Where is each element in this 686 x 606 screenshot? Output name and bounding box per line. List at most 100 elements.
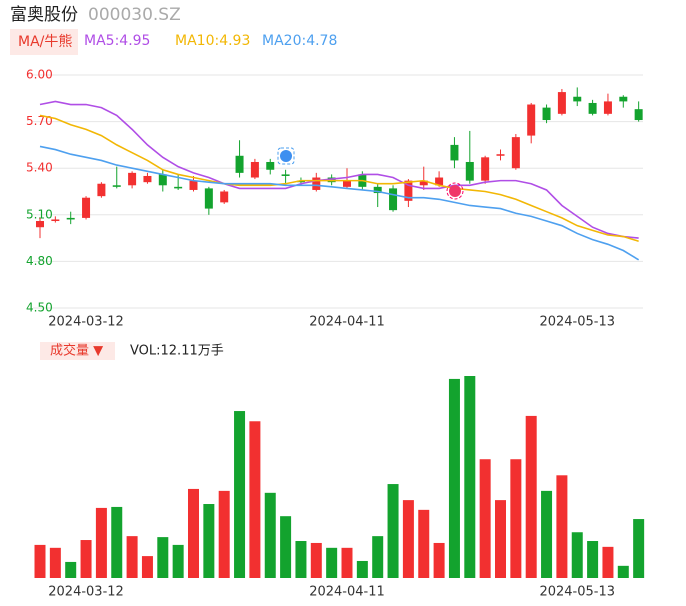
candle-body xyxy=(112,185,121,187)
candle-body xyxy=(511,137,520,169)
candle-body xyxy=(343,180,351,187)
candle-body xyxy=(496,154,505,156)
candle-body xyxy=(373,186,382,194)
volume-bar xyxy=(249,421,261,578)
candle-body xyxy=(634,109,643,121)
volume-bar xyxy=(34,544,46,578)
candle-body xyxy=(189,180,198,190)
volume-bar xyxy=(571,532,583,578)
candle-body xyxy=(542,107,551,121)
candle-body xyxy=(82,197,91,218)
volume-bar xyxy=(387,484,399,578)
x-tick-label: 2024-05-13 xyxy=(539,315,615,330)
y-tick-label: 4.50 xyxy=(26,301,53,315)
volume-bar xyxy=(80,540,92,578)
stock-code: 000030.SZ xyxy=(88,5,181,25)
candle-body xyxy=(573,96,582,102)
volume-bar xyxy=(126,536,138,578)
badge xyxy=(446,182,464,200)
volume-bar xyxy=(418,509,430,578)
volume-bar xyxy=(95,507,107,578)
volume-bar xyxy=(479,459,491,578)
volume-bar xyxy=(65,561,77,578)
volume-bar xyxy=(495,500,506,578)
volume-bar xyxy=(141,556,153,578)
candle-body xyxy=(174,186,183,189)
candle-body xyxy=(128,172,137,186)
candle-body xyxy=(51,219,60,222)
vol-text: VOL:12.11万手 xyxy=(130,344,224,359)
volume-bar xyxy=(510,459,522,578)
volume-bar xyxy=(310,542,322,578)
volume-bar xyxy=(372,536,384,578)
y-tick-label: 4.80 xyxy=(26,254,53,268)
candle-body xyxy=(220,191,229,203)
vol-button-label[interactable]: 成交量 ▼ xyxy=(50,343,103,359)
candle-body xyxy=(312,177,321,190)
volume-bar xyxy=(218,490,230,578)
volume-bar xyxy=(188,488,199,578)
x-tick-label: 2024-03-12 xyxy=(48,585,124,600)
legend-entry: MA5:4.95 xyxy=(84,33,150,49)
badge xyxy=(277,147,295,165)
candle-body xyxy=(389,188,398,211)
candle-body xyxy=(266,161,275,170)
volume-bar xyxy=(203,504,215,578)
y-tick-label: 5.40 xyxy=(26,161,53,175)
ma-button[interactable] xyxy=(10,29,78,55)
candle-body xyxy=(557,92,566,114)
candle-body xyxy=(250,161,259,178)
volume-bar xyxy=(541,490,553,578)
volume-bar xyxy=(111,506,123,578)
x-tick-label: 2024-04-11 xyxy=(309,315,385,330)
volume-bar xyxy=(356,560,368,578)
candle-body xyxy=(66,217,75,220)
candle-body xyxy=(204,188,213,209)
volume-bar xyxy=(326,547,338,578)
candle-body xyxy=(235,155,244,173)
ma-line xyxy=(39,100,639,239)
volume-bar xyxy=(280,516,292,578)
candle-body xyxy=(143,175,152,183)
ma-line xyxy=(39,114,639,242)
volume-bar xyxy=(234,411,246,578)
stock-name: 富奥股份 xyxy=(10,5,78,25)
volume-bar xyxy=(633,519,645,578)
candle-body xyxy=(281,174,290,176)
candle-body xyxy=(97,183,106,197)
volume-bar xyxy=(295,541,307,578)
y-tick-label: 5.70 xyxy=(26,114,53,128)
x-tick-label: 2024-04-11 xyxy=(309,585,385,600)
candle-body xyxy=(619,96,628,102)
y-tick-label: 5.10 xyxy=(26,207,53,221)
candle-body xyxy=(404,180,413,201)
candle-body xyxy=(158,174,167,186)
volume-bar xyxy=(49,547,61,578)
volume-bar xyxy=(172,544,184,578)
volume-bar xyxy=(464,376,476,578)
candle-body xyxy=(419,180,428,186)
ma-button-label[interactable]: MA/牛熊 xyxy=(18,34,72,50)
legend-entry: MA20:4.78 xyxy=(262,33,337,49)
candle-body xyxy=(435,177,444,186)
volume-bar xyxy=(525,415,537,578)
volume-bar xyxy=(602,546,614,578)
volume-bar xyxy=(556,475,568,578)
x-tick-label: 2024-05-13 xyxy=(539,585,615,600)
vol-button[interactable] xyxy=(40,342,115,360)
volume-bar xyxy=(433,542,445,578)
candle-body xyxy=(603,101,612,114)
volume-bar xyxy=(448,378,460,578)
volume-bar xyxy=(402,500,414,578)
candle-body xyxy=(36,221,44,228)
volume-bar xyxy=(617,565,629,578)
candle-body xyxy=(527,104,536,136)
volume-bar xyxy=(264,492,276,578)
candle-body xyxy=(450,144,459,161)
candle-body xyxy=(465,161,474,181)
candle-body xyxy=(588,102,597,114)
ma-line xyxy=(39,145,640,261)
candle-body xyxy=(481,157,490,181)
